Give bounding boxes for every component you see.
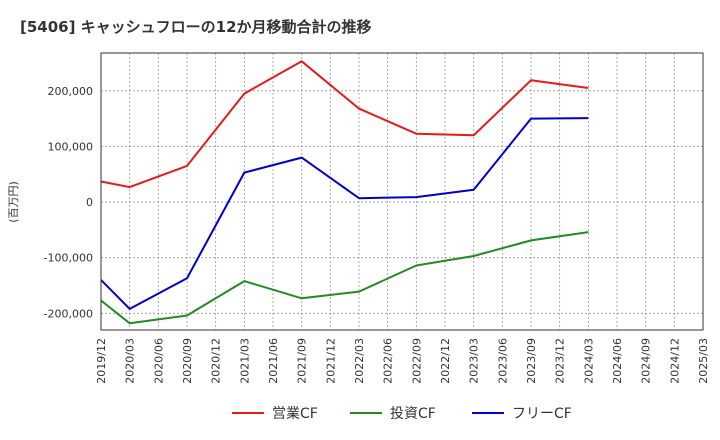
grid-lines <box>100 53 704 330</box>
y-tick-label: 100,000 <box>48 140 94 153</box>
x-tick-label: 2020/12 <box>210 338 223 384</box>
series-lines <box>100 60 589 325</box>
x-tick-label: 2022/12 <box>439 338 452 384</box>
series-line-投資CF <box>100 231 589 325</box>
x-tick-label: 2024/09 <box>640 338 653 384</box>
legend-label: フリーCF <box>512 406 572 422</box>
y-tick-label: 0 <box>86 196 93 209</box>
y-tick-label: 200,000 <box>48 85 94 98</box>
legend-label: 投資CF <box>390 406 436 422</box>
x-tick-label: 2023/12 <box>554 338 567 384</box>
x-tick-label: 2023/06 <box>496 338 509 384</box>
plot-area <box>100 52 704 331</box>
x-tick-label: 2021/09 <box>296 338 309 384</box>
legend-label: 営業CF <box>272 406 318 422</box>
series-line-営業CF <box>100 60 589 189</box>
x-tick-label: 2024/12 <box>668 338 681 384</box>
y-tick-label: -200,000 <box>44 307 93 320</box>
x-tick-label: 2020/09 <box>181 338 194 384</box>
legend: 営業CF 投資CF フリーCF <box>232 406 572 422</box>
x-tick-label: 2019/12 <box>95 338 108 384</box>
x-tick-label: 2025/03 <box>697 338 710 384</box>
y-tick-labels: -200,000 -100,000 0 100,000 200,000 <box>44 85 93 320</box>
x-tick-label: 2020/03 <box>124 338 137 384</box>
x-tick-labels: 2019/12 2020/03 2020/06 2020/09 2020/12 2021/… <box>95 338 710 384</box>
chart-title: [5406] キャッシュフローの12か月移動合計の推移 <box>20 18 372 36</box>
x-tick-label: 2022/03 <box>353 338 366 384</box>
x-tick-label: 2024/03 <box>582 338 595 384</box>
x-tick-label: 2024/06 <box>611 338 624 384</box>
x-tick-label: 2021/03 <box>238 338 251 384</box>
x-tick-label: 2022/06 <box>382 338 395 384</box>
x-tick-label: 2023/09 <box>525 338 538 384</box>
series-line-フリーCF <box>100 117 589 310</box>
y-tick-label: -100,000 <box>44 252 93 265</box>
x-tick-label: 2020/06 <box>152 338 165 384</box>
x-tick-label: 2022/09 <box>410 338 423 384</box>
x-tick-label: 2021/12 <box>324 338 337 384</box>
x-tick-label: 2021/06 <box>267 338 280 384</box>
y-axis-label: (百万円) <box>7 181 20 223</box>
x-tick-label: 2023/03 <box>468 338 481 384</box>
